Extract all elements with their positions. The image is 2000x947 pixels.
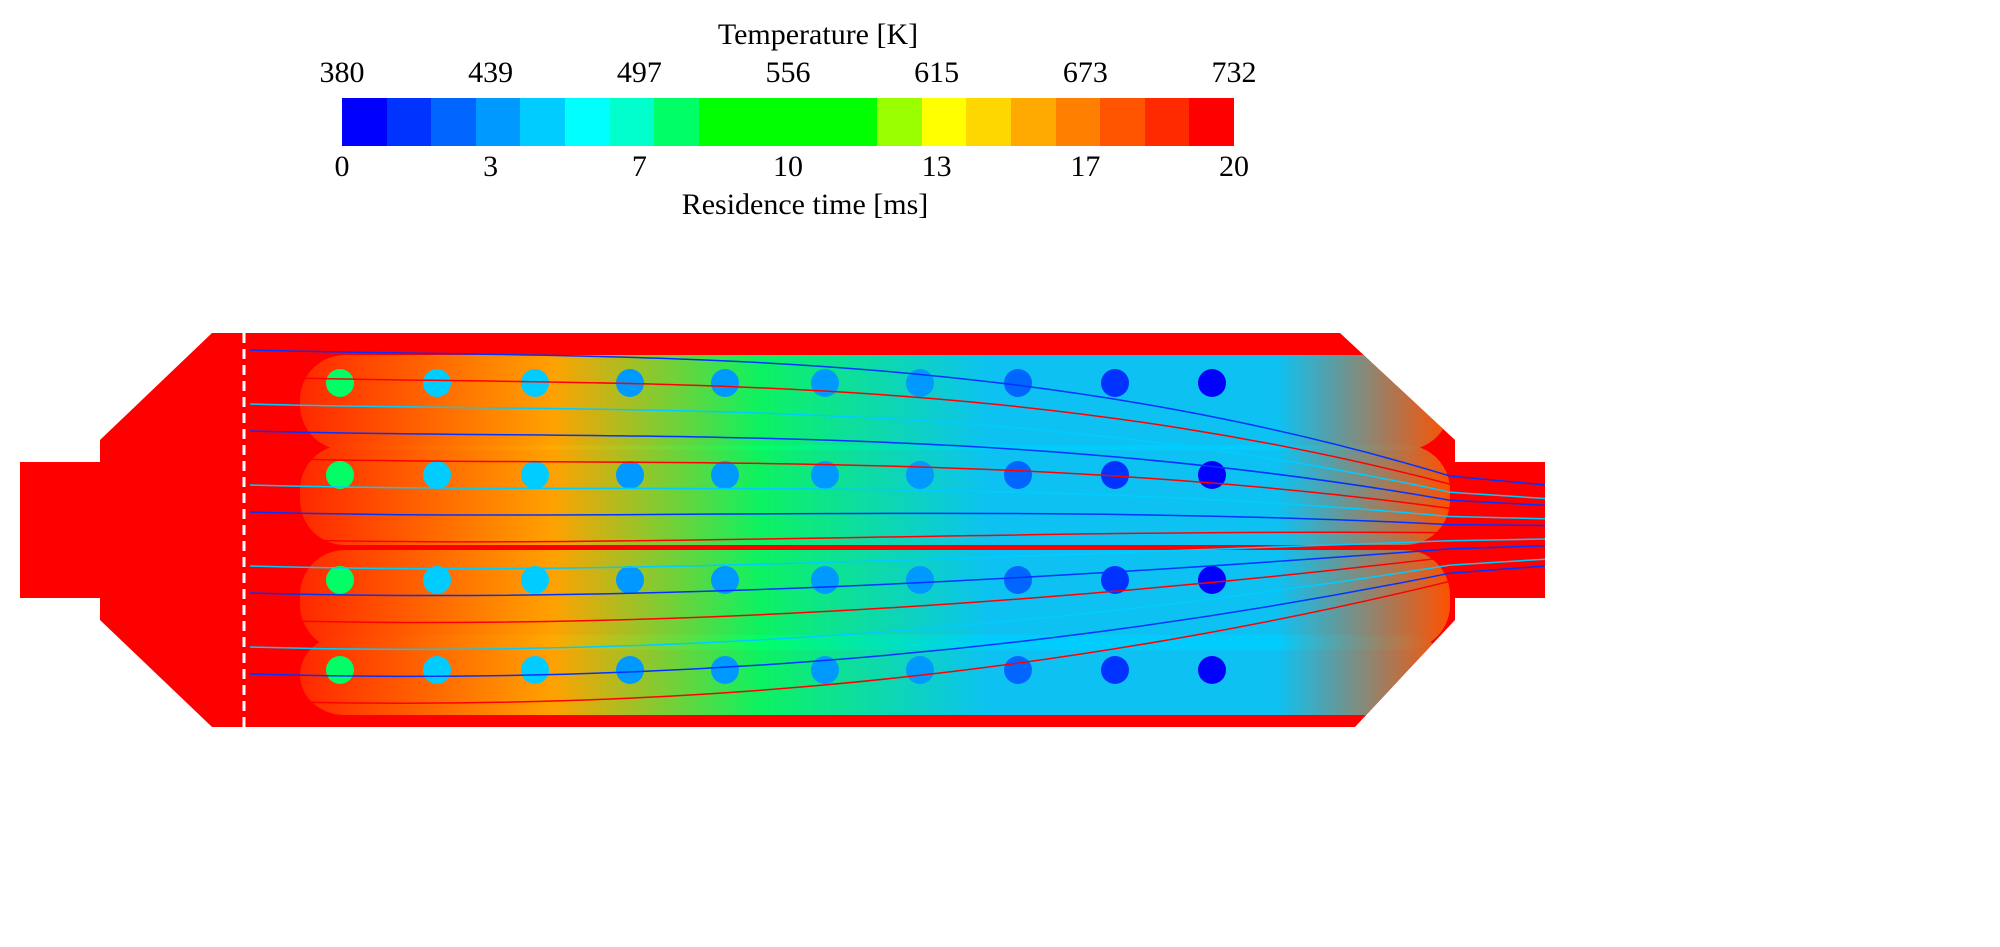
tube-cross-section — [521, 461, 549, 489]
tube-cross-section — [1101, 369, 1129, 397]
colorbar-segment — [475, 98, 521, 146]
tube-cross-section — [711, 461, 739, 489]
colorbar-tick-label: 0 — [334, 150, 350, 183]
colorbar-segment — [1189, 98, 1234, 146]
colorbar-segment — [877, 98, 922, 146]
colorbar-segment — [609, 98, 655, 146]
tube-cross-section — [521, 369, 549, 397]
tube-cross-section — [616, 656, 644, 684]
tube-cross-section — [423, 461, 451, 489]
streamline — [249, 572, 1545, 705]
tube-cross-section — [326, 566, 354, 594]
tube-cross-section — [1101, 656, 1129, 684]
colorbar-segment — [698, 98, 744, 146]
tube-cross-section — [1004, 369, 1032, 397]
colorbar-tick-label: 732 — [1211, 56, 1257, 89]
tube-cross-section — [423, 369, 451, 397]
streamline — [249, 538, 1545, 570]
tube-cross-section — [616, 461, 644, 489]
colorbar-tick-label: 556 — [765, 56, 811, 89]
colorbar-segment — [431, 98, 476, 146]
tube-cross-section — [811, 656, 839, 684]
fluid-domain — [20, 333, 1545, 727]
tube-cross-section — [906, 461, 934, 489]
streamline — [249, 484, 1545, 520]
colorbar-top-title: Temperature [K] — [717, 18, 919, 51]
tube-cross-section — [711, 566, 739, 594]
temperature-contour-field — [20, 333, 1545, 727]
colorbar-tick-label: 3 — [483, 150, 499, 183]
streamline — [249, 511, 1545, 527]
streamline — [249, 349, 1545, 486]
streamline — [249, 403, 1545, 500]
tube-cross-section — [1004, 656, 1032, 684]
colorbar-tick-label: 497 — [616, 56, 662, 89]
colorbar-segment — [1055, 98, 1101, 146]
tube-cross-section — [811, 461, 839, 489]
tube-cross-section — [423, 656, 451, 684]
flow-band — [300, 635, 1450, 715]
tube-cross-section — [906, 566, 934, 594]
colorbar-tick-label: 20 — [1219, 150, 1249, 183]
colorbar-segment — [921, 98, 967, 146]
tube-cross-section — [1198, 566, 1226, 594]
streamline — [249, 558, 1545, 651]
colorbar-bottom-title: Residence time [ms] — [681, 188, 929, 221]
tube-cross-section — [616, 566, 644, 594]
colorbar-tick-label: 615 — [914, 56, 960, 89]
colorbar-segment — [342, 98, 387, 146]
colorbar-segment — [1144, 98, 1190, 146]
tube-cross-section — [1004, 461, 1032, 489]
tube-cross-section — [711, 369, 739, 397]
colorbar-segment — [564, 98, 610, 146]
colorbar-tick-label: 7 — [631, 150, 647, 183]
colorbar-segment — [386, 98, 432, 146]
colorbar-segment — [832, 98, 878, 146]
colorbar-tick-label: 439 — [468, 56, 514, 89]
tube-cross-section — [521, 656, 549, 684]
tube-cross-section — [811, 369, 839, 397]
colorbar-segment — [966, 98, 1011, 146]
tube-cross-section — [326, 656, 354, 684]
colorbar — [342, 98, 1234, 146]
colorbar-segment — [787, 98, 833, 146]
streamline — [249, 551, 1545, 624]
colorbar-segment — [654, 98, 699, 146]
tube-cross-section — [711, 656, 739, 684]
tube-cross-section — [811, 566, 839, 594]
colorbar-tick-label: 10 — [773, 150, 803, 183]
colorbar-segment — [1100, 98, 1145, 146]
flow-band — [300, 355, 1450, 450]
streamline — [249, 376, 1545, 493]
colorbar-tick-label: 13 — [921, 150, 952, 183]
tube-cross-section — [326, 369, 354, 397]
tube-cross-section — [423, 566, 451, 594]
tube-cross-section — [326, 461, 354, 489]
tube-cross-section — [906, 369, 934, 397]
colorbar-segment — [520, 98, 565, 146]
tube-cross-section — [1198, 656, 1226, 684]
flow-band — [300, 445, 1450, 545]
streamline — [249, 531, 1545, 543]
tube-cross-section — [521, 566, 549, 594]
streamline — [249, 565, 1545, 678]
tube-cross-section — [1101, 461, 1129, 489]
tube-cross-section — [1004, 566, 1032, 594]
streamline — [249, 430, 1545, 506]
flow-band — [300, 550, 1450, 650]
colorbar-segment — [1010, 98, 1056, 146]
colorbar-tick-label: 380 — [319, 56, 365, 89]
tube-cross-section — [1198, 369, 1226, 397]
tube-cross-section — [906, 656, 934, 684]
colorbar-segment — [743, 98, 788, 146]
streamline — [249, 457, 1545, 513]
streamline — [249, 545, 1545, 597]
colorbar-tick-label: 673 — [1062, 56, 1108, 89]
colorbar-tick-label: 17 — [1070, 150, 1101, 183]
